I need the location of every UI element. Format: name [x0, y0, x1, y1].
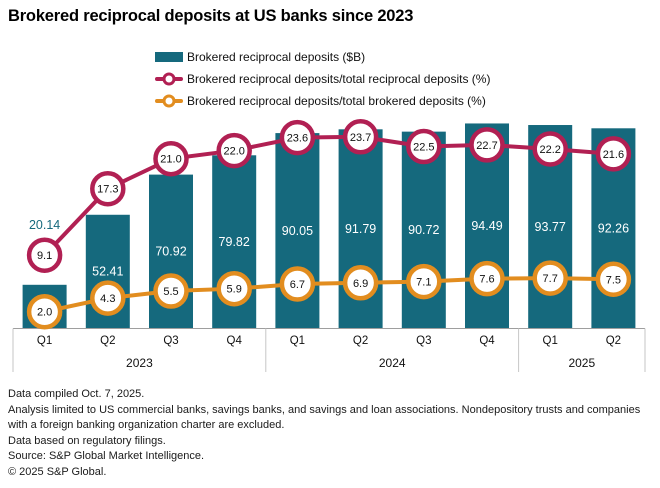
marker-value-label: 5.9 — [227, 284, 242, 296]
marker-value-label: 2.0 — [37, 307, 52, 319]
chart-title: Brokered reciprocal deposits at US banks… — [8, 7, 414, 25]
legend-item-bars: Brokered reciprocal deposits ($B) — [155, 46, 490, 68]
marker-circle — [532, 131, 568, 167]
marker-value-label: 6.7 — [290, 279, 305, 291]
marker-value-label: 7.5 — [606, 274, 621, 286]
x-axis-year-label: 2025 — [568, 356, 595, 370]
bar-value-label: 90.05 — [282, 224, 313, 238]
marker-circle — [342, 265, 379, 301]
marker-value-label: 21.0 — [160, 154, 181, 166]
bar-value-label: 92.26 — [598, 221, 629, 235]
bar-value-label: 91.79 — [345, 222, 376, 236]
footnotes: Data compiled Oct. 7, 2025. Analysis lim… — [8, 387, 654, 481]
bar-value-label: 20.14 — [29, 218, 60, 232]
marker-value-label: 21.6 — [603, 149, 624, 161]
brokered-pct-line — [44, 276, 614, 314]
marker-value-label: 23.6 — [287, 133, 308, 145]
legend-item-reciprocal-pct: Brokered reciprocal deposits/total recip… — [155, 68, 490, 90]
legend-label: Brokered reciprocal deposits/total broke… — [187, 94, 486, 108]
marker-circle — [26, 293, 63, 330]
marker-value-label: 4.3 — [100, 293, 115, 305]
x-axis-quarter-label: Q3 — [163, 335, 178, 347]
bar-value-label: 94.49 — [471, 219, 502, 233]
marker-circle — [26, 237, 63, 273]
marker-value-label: 7.1 — [416, 277, 431, 289]
legend-item-brokered-pct: Brokered reciprocal deposits/total broke… — [155, 90, 490, 112]
chart-plot-area: Q1 Q2 Q3 Q4 Q1 Q2 Q3 Q4 Q1 Q2 2023 2024 2025 9.1 17.3 2… — [12, 119, 646, 372]
marker-value-label: 23.7 — [350, 132, 371, 144]
legend: Brokered reciprocal deposits ($B) Broker… — [155, 46, 490, 112]
bar-value-label: 70.92 — [155, 245, 186, 259]
x-axis-quarter-label: Q4 — [227, 335, 243, 347]
x-axis-quarter-label: Q4 — [479, 335, 495, 347]
marker-circle — [342, 119, 379, 155]
bar-value-label: 79.82 — [219, 235, 250, 249]
marker-value-label: 22.7 — [476, 140, 497, 152]
footnote-compiled: Data compiled Oct. 7, 2025. — [8, 388, 145, 400]
marker-circle — [90, 170, 126, 207]
footnote-copyright: © 2025 S&P Global. — [8, 465, 107, 478]
legend-label: Brokered reciprocal deposits ($B) — [187, 50, 366, 64]
marker-value-label: 22.0 — [223, 146, 244, 158]
footnote-analysis: Analysis limited to US commercial banks,… — [8, 403, 641, 432]
pink-line-marker-icon — [155, 72, 183, 86]
marker-value-label: 17.3 — [97, 184, 118, 196]
marker-circle — [469, 127, 505, 163]
marker-circle — [90, 280, 126, 316]
marker-value-label: 22.2 — [539, 144, 560, 156]
marker-circle — [532, 260, 568, 296]
marker-value-label: 7.7 — [543, 273, 558, 285]
marker-value-label: 5.5 — [163, 286, 178, 298]
reciprocal-pct-line — [43, 134, 614, 257]
x-axis-quarter-label: Q1 — [37, 335, 52, 347]
bar-series-swatch-icon — [155, 52, 183, 62]
bar-value-label: 93.77 — [535, 220, 566, 234]
marker-value-label: 6.9 — [353, 278, 368, 290]
x-axis-quarter-label: Q1 — [543, 335, 558, 347]
x-axis-year-label: 2023 — [126, 356, 153, 370]
bar-value-label: 52.41 — [92, 265, 123, 279]
marker-circle — [216, 270, 252, 307]
marker-circle — [279, 119, 316, 156]
footnote-source: Source: S&P Global Market Intelligence. — [8, 450, 205, 463]
x-axis-quarter-label: Q3 — [416, 335, 431, 347]
marker-circle — [279, 266, 316, 302]
bar-value-label: 90.72 — [408, 223, 439, 237]
x-axis-year-label: 2024 — [379, 356, 406, 370]
marker-circle — [153, 140, 189, 177]
marker-circle — [595, 136, 632, 172]
marker-circle — [595, 261, 632, 297]
footnote-basis: Data based on regulatory filings. — [8, 434, 166, 447]
marker-circle — [153, 273, 189, 309]
orange-line-marker-icon — [155, 94, 183, 108]
marker-value-label: 9.1 — [37, 250, 52, 262]
legend-label: Brokered reciprocal deposits/total recip… — [187, 72, 491, 86]
marker-circle — [406, 128, 442, 165]
x-axis-quarter-label: Q1 — [290, 335, 305, 347]
marker-circle — [469, 260, 505, 297]
marker-circle — [216, 132, 252, 169]
marker-circle — [406, 263, 442, 300]
marker-value-label: 7.6 — [479, 274, 494, 286]
marker-value-label: 22.5 — [413, 142, 434, 154]
x-axis-quarter-label: Q2 — [606, 335, 621, 347]
x-axis-quarter-label: Q2 — [353, 335, 368, 347]
x-axis-quarter-label: Q2 — [100, 335, 115, 347]
